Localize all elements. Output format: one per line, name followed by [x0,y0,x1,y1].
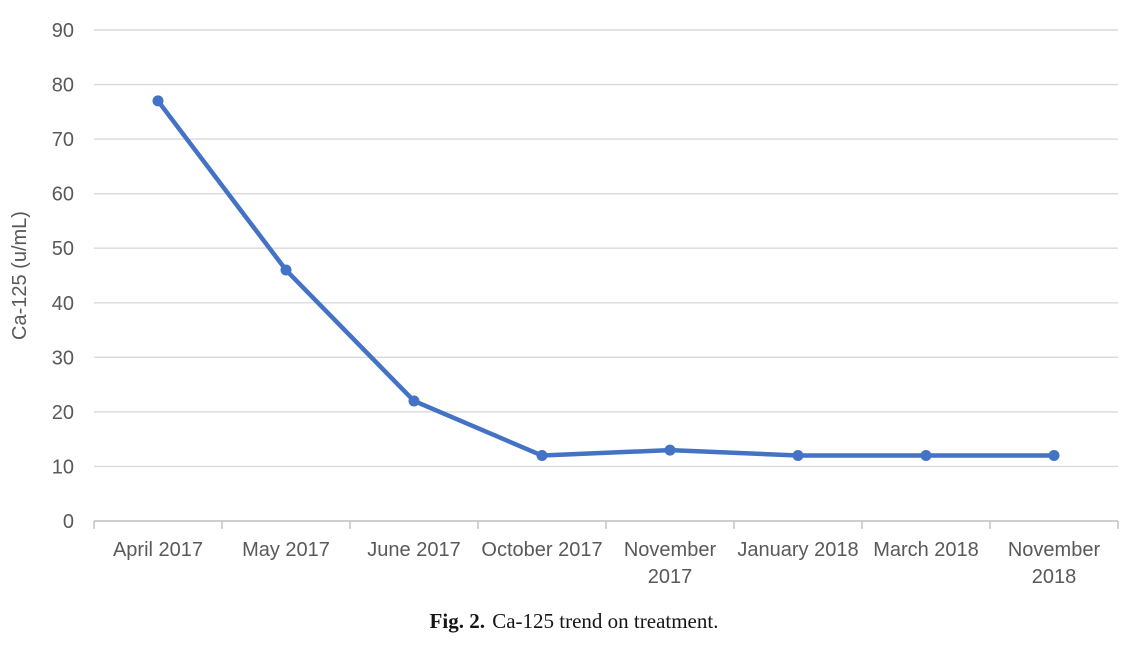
y-tick-label: 60 [52,184,74,206]
data-point-marker [792,450,804,462]
ca125-line-chart: 0 10 20 30 40 50 60 70 80 90 April 2017 May 2017 Jun… [9,20,1119,588]
y-tick-label: 30 [52,347,74,369]
trend-line [155,98,1057,458]
x-tick-label: April 2017 [113,539,203,561]
data-point-marker [408,395,420,407]
x-tick-label: June 2017 [367,539,460,561]
y-tick-label: 10 [52,456,74,478]
y-tick-label: 80 [52,75,74,97]
data-point-marker [152,95,164,107]
y-tick-label: 90 [52,20,74,42]
y-tick-label: 40 [52,293,74,315]
y-tick-label: 20 [52,402,74,424]
data-point-marker [1048,450,1060,462]
data-point-marker [664,444,676,456]
data-point-marker [536,450,548,462]
y-tick-label: 70 [52,129,74,151]
caption-label: Fig. 2. [429,609,485,633]
data-point-marker [280,264,292,276]
x-tick-label: May 2017 [242,539,330,561]
y-axis-title: Ca-125 (u/mL) [9,211,31,340]
x-tick-label: October 2017 [481,539,602,561]
x-tick-label: March 2018 [873,539,979,561]
y-tick-label: 0 [63,511,74,533]
data-point-marker [920,450,932,462]
figure-caption: Fig. 2. Ca-125 trend on treatment. [0,609,1148,634]
y-tick-label: 50 [52,238,74,260]
x-tick-label: January 2018 [737,539,858,561]
caption-text: Ca-125 trend on treatment. [492,609,719,633]
x-tick-label: November 2018 [1008,539,1101,588]
x-tick-label: November 2017 [624,539,717,588]
